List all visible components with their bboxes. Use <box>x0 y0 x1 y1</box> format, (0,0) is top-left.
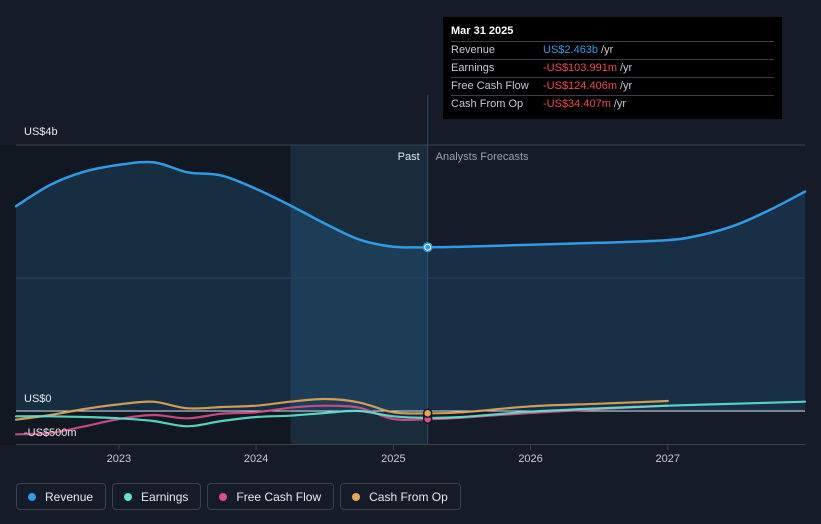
legend-label: Free Cash Flow <box>236 489 322 504</box>
legend-item-revenue[interactable]: Revenue <box>16 483 107 510</box>
revenue-line <box>14 160 807 249</box>
legend-item-cash-from-op[interactable]: Cash From Op <box>340 483 461 510</box>
past-background <box>0 145 291 445</box>
x-tick-label: 2026 <box>518 453 542 465</box>
revenue-area <box>16 161 805 411</box>
free-cash-flow-dot-icon <box>219 492 228 501</box>
legend-item-earnings[interactable]: Earnings <box>112 483 202 510</box>
y-tick-label: -US$500m <box>24 427 77 439</box>
tooltip-label: Cash From Op <box>451 98 524 110</box>
y-tick-label: US$4b <box>24 126 58 138</box>
tooltip-row-free-cash-flow: Free Cash Flow -US$124.406m /yr <box>451 77 774 95</box>
tooltip: Mar 31 2025 Revenue US$2.463b /yr Earnin… <box>443 17 782 119</box>
earnings-dot-icon <box>124 492 133 501</box>
legend-label: Cash From Op <box>369 489 448 504</box>
cash-from-op-line <box>14 397 669 421</box>
tooltip-row-earnings: Earnings -US$103.991m /yr <box>451 59 774 77</box>
y-tick-label: US$0 <box>24 393 52 405</box>
earnings-line <box>14 400 807 428</box>
tooltip-row-revenue: Revenue US$2.463b /yr <box>451 41 774 59</box>
tooltip-date: Mar 31 2025 <box>451 25 514 37</box>
tooltip-unit: /yr <box>620 62 633 74</box>
revenue-dot-icon <box>28 492 36 501</box>
tooltip-label: Earnings <box>451 62 495 74</box>
tooltip-unit: /yr <box>620 80 633 92</box>
legend-item-free-cash-flow[interactable]: Free Cash Flow <box>207 483 335 510</box>
tooltip-value: -US$34.407m <box>543 98 611 110</box>
legend-label: Revenue <box>45 489 94 504</box>
tooltip-value: -US$103.991m <box>543 62 617 74</box>
recent-past-highlight <box>290 145 428 445</box>
x-tick-label: 2025 <box>381 453 405 465</box>
cash-from-op-marker <box>422 408 433 419</box>
tooltip-unit: /yr <box>601 44 614 56</box>
forecast-label: Analysts Forecasts <box>436 151 529 163</box>
x-tick-label: 2023 <box>107 453 131 465</box>
revenue-marker-center <box>424 243 432 251</box>
tooltip-value: -US$124.406m <box>543 80 617 92</box>
tooltip-value: US$2.463b <box>543 44 599 56</box>
x-tick-label: 2027 <box>656 453 680 465</box>
x-tick-label: 2024 <box>244 453 268 465</box>
legend-label: Earnings <box>141 489 189 504</box>
legend: Revenue Earnings Free Cash Flow Cash Fro… <box>16 483 461 510</box>
tooltip-unit: /yr <box>613 98 627 110</box>
cash-from-op-dot-icon <box>352 492 361 501</box>
tooltip-row-cash-from-op: Cash From Op -US$34.407m /yr <box>451 95 774 113</box>
past-label: Past <box>398 151 420 163</box>
tooltip-label: Revenue <box>451 44 496 56</box>
tooltip-label: Free Cash Flow <box>451 80 529 92</box>
